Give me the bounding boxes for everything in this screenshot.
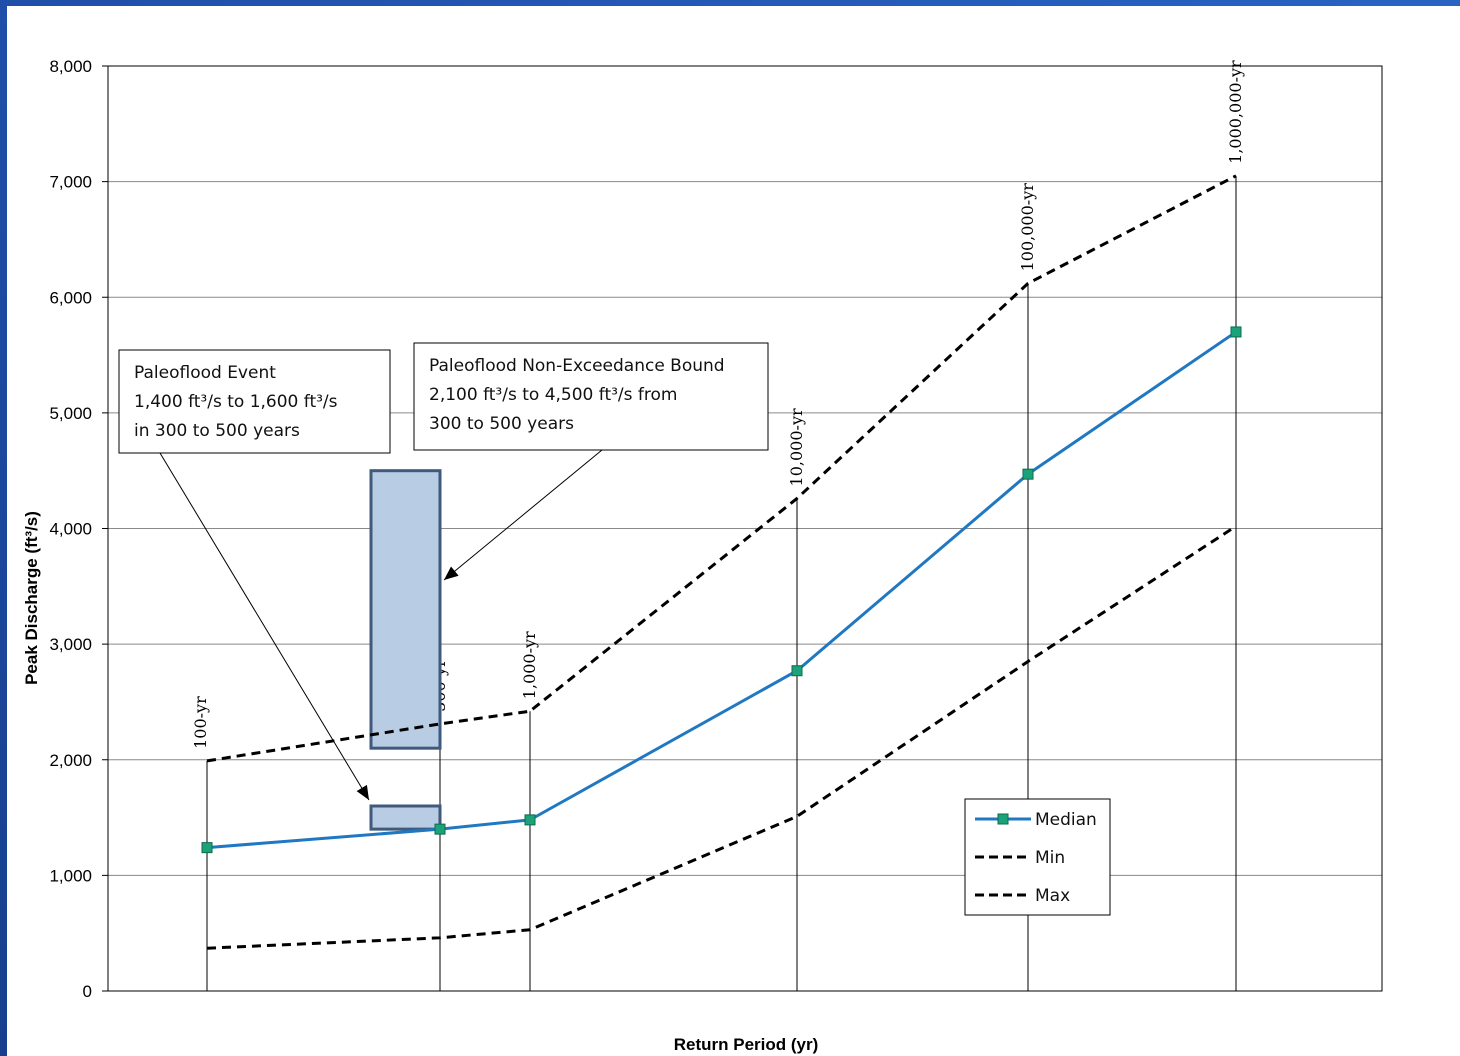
legend-marker xyxy=(997,813,1009,825)
callouts: Paleoflood Event 1,400 ft³/s to 1,600 ft³… xyxy=(118,342,769,801)
non-exceedance-callout-line: 300 to 500 years xyxy=(429,414,574,434)
non-exceedance-callout-line: 2,100 ft³/s to 4,500 ft³/s from xyxy=(429,385,677,405)
legend-label-max: Max xyxy=(1035,886,1070,906)
return-period-label: 100,000-yr xyxy=(1018,183,1037,272)
median-point xyxy=(1022,468,1034,480)
paleoflood-event-callout-line: Paleoflood Event xyxy=(134,363,276,383)
non-exceedance-callout-box xyxy=(413,342,769,451)
y-tick-label: 2,000 xyxy=(49,751,92,770)
return-period-label: 1,000-yr xyxy=(520,631,539,699)
y-tick-label: 6,000 xyxy=(49,288,92,307)
callout-arrowhead xyxy=(356,784,369,800)
y-axis-title: Peak Discharge (ft³/s) xyxy=(22,511,41,685)
median-point xyxy=(524,814,536,826)
y-tick-label: 7,000 xyxy=(49,173,92,192)
series-line-median xyxy=(206,330,1237,850)
non-exceedance-bound-box xyxy=(369,469,442,750)
callout-arrowhead xyxy=(444,566,459,580)
paleoflood-boxes xyxy=(369,469,442,831)
return-period-label: 10,000-yr xyxy=(787,408,806,486)
median-point xyxy=(201,842,213,854)
median-point xyxy=(1230,326,1242,338)
median-point xyxy=(791,665,803,677)
paleoflood-event-callout-line: in 300 to 500 years xyxy=(134,421,300,441)
y-tick-label: 4,000 xyxy=(49,520,92,539)
window-frame-top xyxy=(0,0,1460,6)
y-tick-label: 1,000 xyxy=(49,866,92,885)
y-tick-label: 0 xyxy=(83,982,92,1001)
series-layer xyxy=(201,174,1242,950)
y-axis-ticks: 0 1,000 2,000 3,000 4,000 5,000 6,000 7,000 8,00… xyxy=(49,57,108,1001)
paleoflood-event-callout-box xyxy=(118,349,391,454)
legend-label-min: Min xyxy=(1035,848,1065,868)
return-period-lines xyxy=(206,175,1237,991)
paleoflood-event-callout-line: 1,400 ft³/s to 1,600 ft³/s xyxy=(134,392,338,412)
legend: Median Min Max xyxy=(964,798,1111,916)
median-point xyxy=(434,823,446,835)
callout-arrow-line xyxy=(159,452,370,801)
y-tick-label: 3,000 xyxy=(49,635,92,654)
series-line-max xyxy=(206,174,1237,763)
gridlines xyxy=(108,65,1382,992)
return-period-label: 1,000,000-yr xyxy=(1226,60,1245,164)
window-frame-left xyxy=(0,0,7,1056)
x-axis-title: Return Period (yr) xyxy=(674,1035,819,1054)
callout-arrow-line xyxy=(443,449,603,581)
y-tick-label: 8,000 xyxy=(49,57,92,76)
return-period-label: 100-yr xyxy=(191,696,210,749)
paleoflood-event-box xyxy=(369,804,442,831)
y-tick-label: 5,000 xyxy=(49,404,92,423)
series-line-min xyxy=(206,524,1237,950)
non-exceedance-callout-line: Paleoflood Non-Exceedance Bound xyxy=(429,356,725,376)
legend-label-median: Median xyxy=(1035,810,1097,830)
